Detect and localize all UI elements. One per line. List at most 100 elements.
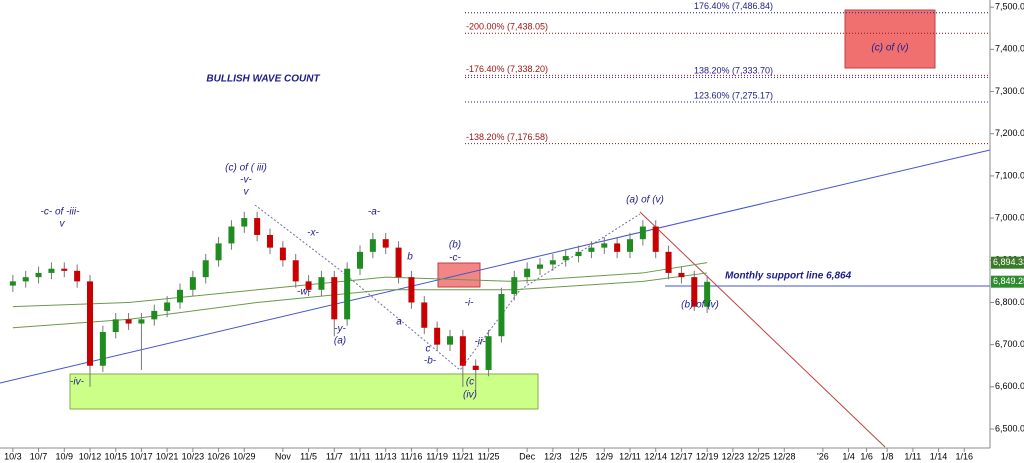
candle-body	[601, 243, 608, 248]
candle-body	[215, 243, 222, 261]
candle-body	[267, 234, 273, 248]
candle-body	[344, 268, 351, 320]
wave-label: a	[396, 317, 402, 328]
wave-label: v	[244, 187, 250, 198]
candle-body	[447, 336, 453, 345]
y-tick-label: 7,100.00	[995, 170, 1024, 180]
candle-body	[292, 260, 299, 282]
candle-body	[382, 239, 389, 248]
support-zone	[69, 373, 539, 410]
x-tick-label: 1/14	[930, 451, 948, 461]
y-tick-label: 7,500.00	[995, 2, 1024, 12]
candle-body	[369, 239, 376, 252]
candle-body	[575, 251, 582, 257]
candle-body	[408, 277, 415, 303]
wave-label: -x-	[307, 228, 319, 239]
y-tick-label: 7,300.00	[995, 86, 1024, 96]
candle-body	[241, 218, 248, 227]
candle-body	[99, 331, 106, 366]
price-tag-label: 6,894.33	[993, 257, 1024, 267]
wave-label: v	[60, 219, 66, 230]
candle-body	[588, 247, 595, 252]
fib-label: -138.20% (7,176.58)	[466, 132, 548, 142]
x-tick-label: 11/7	[326, 451, 343, 461]
candle-body	[61, 268, 68, 271]
y-tick-label: 6,800.00	[995, 297, 1024, 307]
candle-body	[189, 277, 196, 290]
candle-body	[87, 281, 93, 366]
wave-label: (b) of (v)	[681, 300, 719, 311]
target-zone	[844, 9, 936, 69]
x-tick-label: 10/9	[56, 451, 74, 461]
candle-body	[357, 251, 363, 269]
wave-label: -v-	[240, 175, 252, 186]
candle-body	[459, 336, 466, 366]
candle-body	[74, 270, 81, 282]
fib-label: 176.40% (7,486.84)	[694, 1, 773, 11]
fib-label: -176.40% (7,338.20)	[466, 64, 548, 74]
wave-label: b	[407, 252, 413, 263]
candle-body	[305, 281, 312, 290]
wave-label: (iv)	[463, 390, 477, 401]
wave-label: -iv-	[70, 377, 85, 388]
x-tick-label: 12/19	[696, 451, 719, 461]
x-tick-label: 12/23	[722, 451, 745, 461]
candle-body	[279, 247, 286, 261]
x-tick-label: 12/11	[619, 451, 641, 461]
candle-body	[434, 327, 441, 345]
candle-body	[202, 260, 209, 278]
x-tick-label: 12/28	[773, 451, 796, 461]
x-tick-label: 12/3	[544, 451, 562, 461]
x-tick-label: 10/23	[182, 451, 205, 461]
candle-body	[138, 319, 145, 324]
wave-label: (c	[466, 377, 474, 388]
candle-body	[48, 268, 55, 273]
x-tick-label: 11/5	[300, 451, 317, 461]
candle-body	[35, 272, 42, 278]
x-tick-label: 10/7	[30, 451, 48, 461]
x-tick-label: 11/25	[478, 451, 500, 461]
candle-body	[704, 281, 711, 307]
candle-body	[254, 218, 261, 235]
candle-body	[627, 239, 633, 252]
candle-body	[562, 256, 569, 261]
wave-label: c	[426, 344, 431, 355]
x-tick-label: 10/17	[130, 451, 153, 461]
candle-body	[125, 319, 132, 324]
x-tick-label: 11/19	[426, 451, 448, 461]
candle-body	[177, 289, 183, 303]
candle-body	[112, 319, 119, 332]
x-tick-label: 1/4	[842, 451, 855, 461]
wave-label: -b-	[424, 356, 437, 367]
x-tick-label: 11/13	[375, 451, 397, 461]
x-tick-label: 12/17	[670, 451, 693, 461]
candle-body	[614, 243, 621, 252]
x-tick-label: 10/3	[4, 451, 22, 461]
fib-label: 123.60% (7,275.17)	[694, 90, 773, 100]
trend-line	[0, 149, 991, 384]
chart-title: BULLISH WAVE COUNT	[206, 74, 320, 85]
x-tick-label: 10/12	[79, 451, 102, 461]
wave-label: -c-	[449, 253, 461, 264]
y-tick-label: 6,500.00	[995, 423, 1024, 433]
x-tick-label: Nov	[275, 451, 292, 461]
y-tick-label: 7,000.00	[995, 212, 1024, 222]
x-tick-label: 12/9	[596, 451, 614, 461]
candle-body	[151, 310, 158, 320]
candle-body	[22, 277, 29, 282]
candle-body	[665, 251, 672, 273]
wave-label: (b)	[449, 240, 461, 251]
x-tick-label: 11/21	[452, 451, 474, 461]
x-tick-label: 1/8	[881, 451, 894, 461]
candle-body	[524, 268, 531, 278]
candle-body	[511, 277, 518, 295]
x-tick-label: 10/26	[207, 451, 230, 461]
wave-label: (c) of ( iii)	[225, 163, 267, 174]
price-tag-label: 6,849.25	[993, 276, 1024, 286]
candle-body	[485, 336, 492, 370]
wave-label: -i-	[465, 298, 475, 309]
price-tag	[991, 275, 1024, 288]
candle-body	[472, 365, 479, 370]
y-tick-label: 6,600.00	[995, 381, 1024, 391]
x-tick-label: 10/29	[233, 451, 256, 461]
